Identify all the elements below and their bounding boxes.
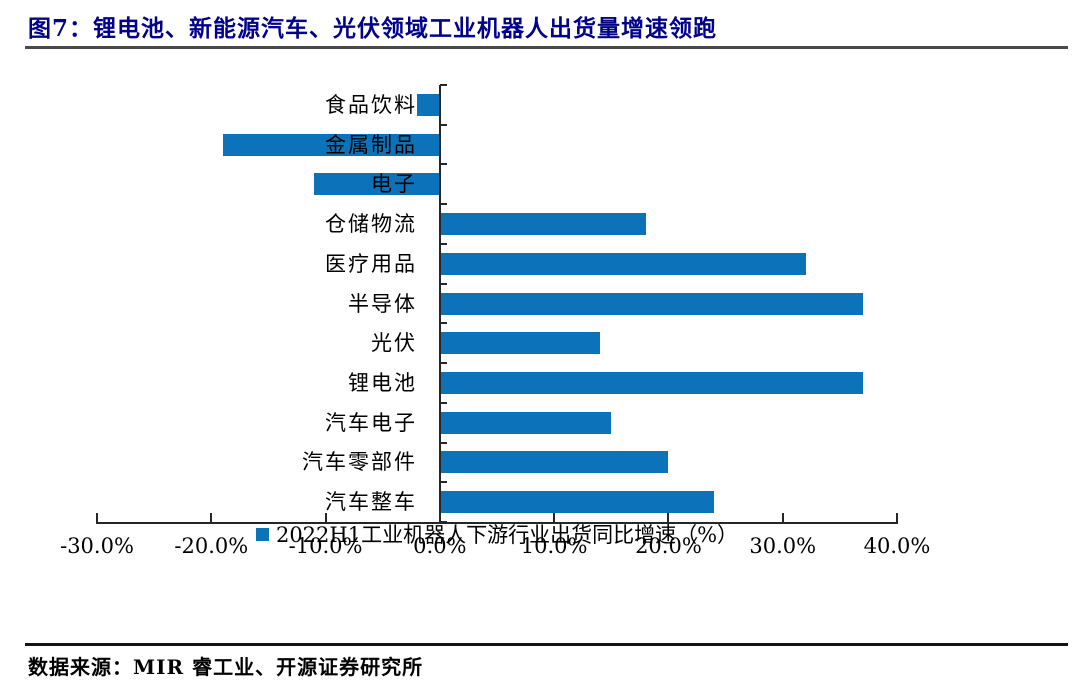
x-axis-tick-label: 10.0% xyxy=(520,534,588,558)
x-axis-tick-label: 20.0% xyxy=(635,534,702,558)
category-label: 金属制品 xyxy=(325,132,417,157)
category-label: 半导体 xyxy=(348,291,417,316)
bar xyxy=(439,292,863,315)
category-label: 电子 xyxy=(371,172,417,197)
legend-label: 2022H1工业机器人下游行业出货同比增速（%） xyxy=(275,523,739,547)
y-axis-tick xyxy=(439,163,447,166)
y-axis-tick xyxy=(439,401,447,404)
footer-divider xyxy=(25,643,1068,646)
y-axis-tick xyxy=(439,282,447,285)
category-label: 汽车零部件 xyxy=(302,450,417,475)
category-label: 仓储物流 xyxy=(325,212,417,237)
bar xyxy=(439,371,863,394)
bar xyxy=(439,451,669,474)
y-axis-tick xyxy=(439,322,447,325)
category-label: 医疗用品 xyxy=(325,251,417,276)
bar xyxy=(314,173,440,196)
y-axis-tick xyxy=(439,481,447,484)
y-axis-tick xyxy=(439,362,447,365)
x-axis-tick xyxy=(553,513,556,522)
bar xyxy=(439,411,612,434)
x-axis-tick xyxy=(781,513,784,522)
x-axis-tick xyxy=(667,513,670,522)
x-axis-tick xyxy=(896,513,898,522)
x-axis-tick xyxy=(210,513,213,522)
bar-chart: 食品饮料金属制品电子仓储物流医疗用品半导体光伏锂电池汽车电子汽车零部件汽车整车 -… xyxy=(0,60,1080,620)
category-label: 汽车整车 xyxy=(325,490,417,515)
x-axis-tick-label: -20.0% xyxy=(174,534,249,558)
data-source: 数据来源：MIR 睿工业、开源证券研究所 xyxy=(28,655,424,679)
category-label: 光伏 xyxy=(371,331,417,356)
legend-square-icon xyxy=(255,527,269,541)
x-axis-tick xyxy=(324,513,327,522)
category-label: 汽车电子 xyxy=(325,410,417,435)
x-axis-tick xyxy=(438,513,441,522)
chart-legend: 2022H1工业机器人下游行业出货同比增速（%） xyxy=(0,519,994,549)
y-axis-tick xyxy=(439,123,447,126)
category-label: 食品饮料 xyxy=(325,92,417,117)
y-axis-tick xyxy=(439,441,447,444)
title-divider xyxy=(25,46,1068,49)
category-label: 锂电池 xyxy=(348,370,417,395)
x-axis-line xyxy=(96,522,898,524)
x-axis-tick-label: 40.0% xyxy=(863,534,931,558)
bar xyxy=(439,332,600,355)
x-axis-tick-label: 30.0% xyxy=(749,534,817,558)
y-axis-tick xyxy=(439,84,447,86)
bar xyxy=(439,213,646,236)
y-axis-tick xyxy=(439,242,447,245)
x-axis-tick-label: -30.0% xyxy=(60,534,134,558)
y-axis-line xyxy=(438,85,441,522)
bar xyxy=(222,133,440,156)
y-axis-tick xyxy=(439,203,447,206)
x-axis-tick-label: -10.0% xyxy=(288,534,363,558)
bar xyxy=(439,491,715,514)
figure-title: 图7：锂电池、新能源汽车、光伏领域工业机器人出货量增速领跑 xyxy=(28,15,718,42)
bar xyxy=(439,252,806,275)
x-axis-tick-label: 0.0% xyxy=(413,534,467,558)
x-axis-tick xyxy=(96,513,98,522)
bar xyxy=(417,93,440,116)
